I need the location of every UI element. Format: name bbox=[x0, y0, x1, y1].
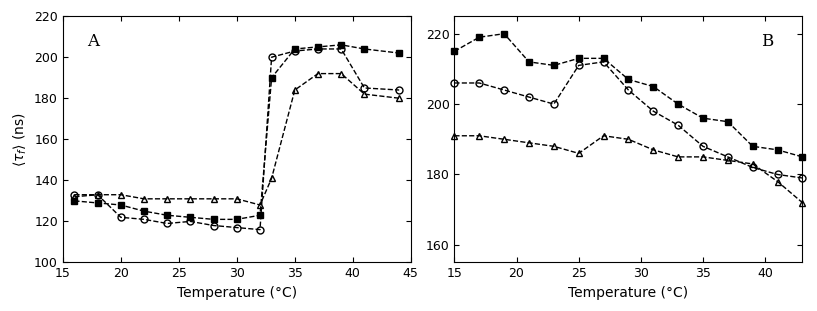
Y-axis label: $\langle\tau_f\rangle$ (ns): $\langle\tau_f\rangle$ (ns) bbox=[11, 112, 29, 167]
Text: A: A bbox=[87, 33, 99, 50]
X-axis label: Temperature (°C): Temperature (°C) bbox=[569, 286, 689, 300]
Text: B: B bbox=[761, 33, 773, 50]
X-axis label: Temperature (°C): Temperature (°C) bbox=[176, 286, 297, 300]
